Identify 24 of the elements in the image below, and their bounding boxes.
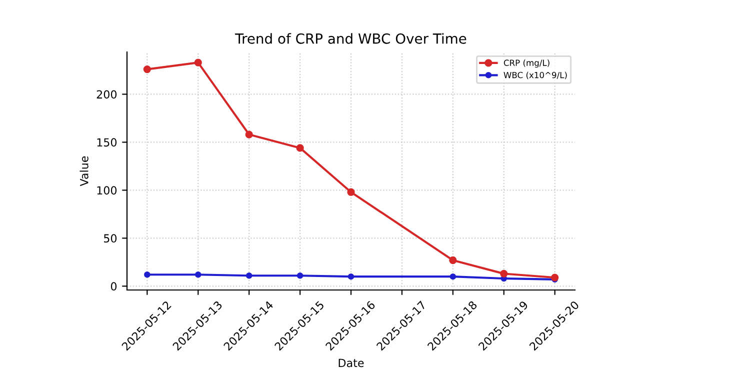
point	[144, 272, 150, 278]
point	[246, 272, 252, 279]
point	[245, 130, 253, 138]
y-tick-label: 150	[97, 138, 117, 147]
point	[194, 58, 202, 66]
point	[296, 144, 304, 152]
point	[449, 256, 457, 264]
point	[195, 272, 202, 278]
y-tick-label: 100	[97, 186, 117, 195]
point	[348, 273, 354, 280]
y-tick-label: 50	[104, 234, 117, 243]
y-tick-label: 0	[110, 282, 117, 291]
legend-label: WBC (x10^9/L)	[504, 72, 567, 80]
point	[500, 270, 508, 278]
point	[450, 273, 456, 280]
point	[143, 65, 151, 74]
point	[551, 274, 559, 282]
y-axis-title: Value	[80, 156, 88, 186]
y-tick-label: 200	[96, 90, 117, 99]
chart-title: Trend of CRP and WBC Over Time	[235, 33, 466, 44]
point	[347, 188, 355, 196]
point	[296, 272, 304, 279]
legend-label: CRP (mg/L)	[504, 60, 550, 68]
x-axis-title: Date	[338, 358, 364, 368]
